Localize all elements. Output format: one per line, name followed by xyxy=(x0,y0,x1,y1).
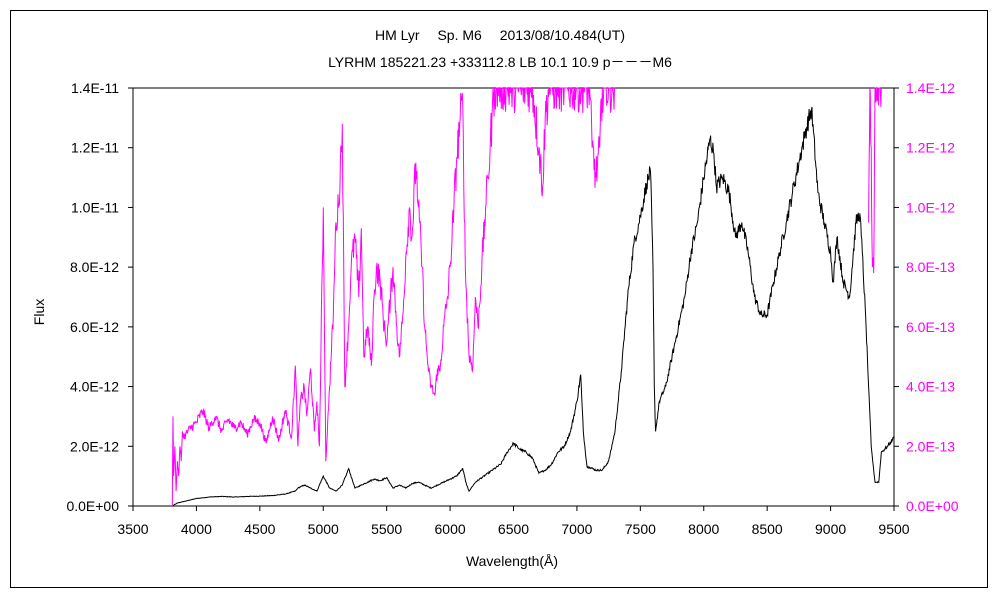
x-tick-label: 9000 xyxy=(815,521,846,537)
y-axis-left-ticks: 0.0E+00 2.0E-12 4.0E-12 6.0E-12 8.0E-12 1.0E-… xyxy=(66,80,133,514)
magenta-spectrum-line-1 xyxy=(171,86,615,507)
y-axis-label: Flux xyxy=(31,299,47,325)
y-left-tick-label: 8.0E-12 xyxy=(70,259,119,275)
chart-title: HM Lyr Sp. M6 2013/08/10.484(UT) xyxy=(375,27,625,43)
y-right-tick-label: 8.0E-13 xyxy=(906,259,955,275)
x-tick-label: 4500 xyxy=(244,521,275,537)
y-right-tick-label: 4.0E-13 xyxy=(906,379,955,395)
x-tick-label: 5000 xyxy=(308,521,339,537)
chart-frame xyxy=(10,10,988,588)
black-spectrum-line-0 xyxy=(171,106,895,507)
y-left-tick-label: 1.4E-11 xyxy=(71,80,119,96)
x-tick-label: 9500 xyxy=(878,521,909,537)
x-axis-label: Wavelength(Å) xyxy=(466,553,558,569)
y-right-tick-label: 1.4E-12 xyxy=(906,80,955,96)
y-right-tick-label: 2.0E-13 xyxy=(906,438,955,454)
y-right-tick-label: 1.0E-12 xyxy=(906,199,955,215)
x-tick-label: 8500 xyxy=(752,521,783,537)
x-tick-label: 6500 xyxy=(498,521,529,537)
y-right-tick-label: 6.0E-13 xyxy=(906,319,955,335)
x-axis-ticks: 3500 4000 4500 5000 5500 6000 6500 7000 7500 8000… xyxy=(117,506,910,537)
x-tick-label: 4000 xyxy=(181,521,212,537)
x-tick-label: 5500 xyxy=(371,521,402,537)
y-left-tick-label: 1.2E-11 xyxy=(71,140,119,156)
y-left-tick-label: 1.0E-11 xyxy=(71,199,119,215)
chart-subtitle: LYRHM 185221.23 +333112.8 LB 10.1 10.9 p… xyxy=(328,54,672,70)
y-right-tick-label: 1.2E-12 xyxy=(906,140,955,156)
magenta-spectrum-line-2 xyxy=(868,87,882,274)
x-tick-label: 7500 xyxy=(625,521,656,537)
x-tick-label: 3500 xyxy=(117,521,148,537)
y-left-tick-label: 4.0E-12 xyxy=(70,379,119,395)
series-layer xyxy=(171,86,895,507)
y-left-tick-label: 2.0E-12 xyxy=(70,438,119,454)
x-tick-label: 6000 xyxy=(435,521,466,537)
y-left-tick-label: 6.0E-12 xyxy=(70,319,119,335)
y-left-tick-label: 0.0E+00 xyxy=(66,498,119,514)
y-axis-right-ticks: 0.0E+00 2.0E-13 4.0E-13 6.0E-13 8.0E-13 1.0E-… xyxy=(894,80,959,514)
x-tick-label: 8000 xyxy=(688,521,719,537)
y-right-tick-label: 0.0E+00 xyxy=(906,498,959,514)
x-tick-label: 7000 xyxy=(561,521,592,537)
